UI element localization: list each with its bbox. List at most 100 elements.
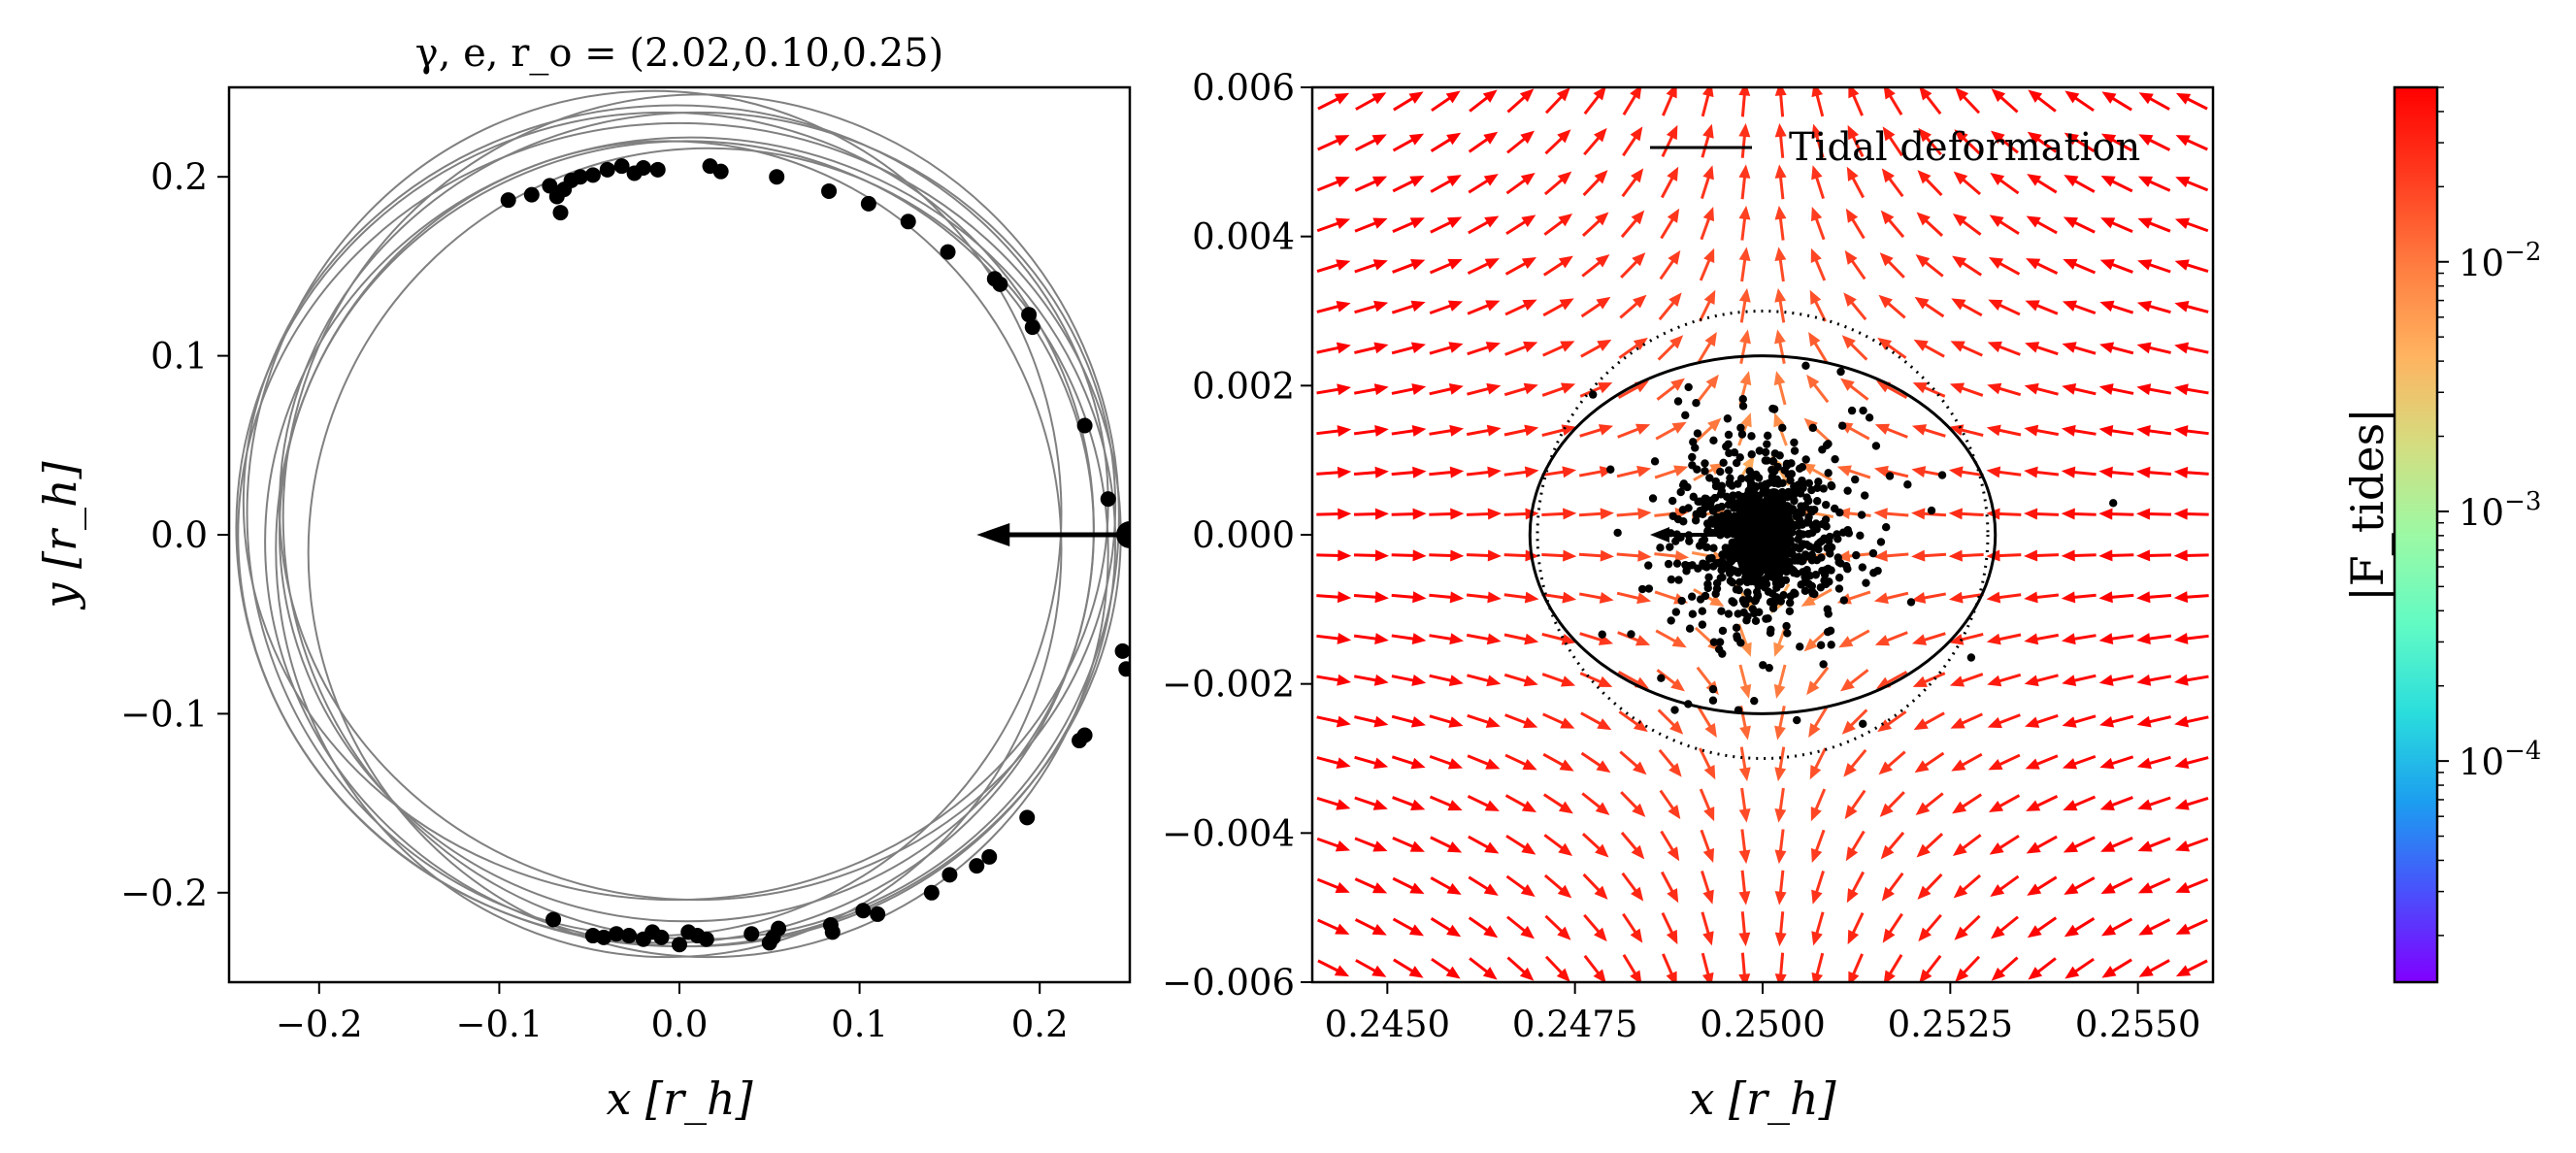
quiver-head [2028,89,2043,103]
quiver-head [1630,970,1642,982]
cluster-point [1770,449,1780,458]
cluster-point [1681,411,1690,420]
cluster-point [1768,589,1777,598]
quiver-head [2137,176,2154,187]
quiver-head [1873,549,1888,562]
quiver-head [1484,800,1500,811]
quiver-arrow [1948,508,1984,520]
quiver-head [1671,421,1687,434]
quiver-arrow [2174,715,2209,728]
particle-point [523,186,540,203]
cluster-point [1800,550,1810,559]
quiver-head [1335,840,1351,852]
quiver-arrow [1811,952,1825,982]
cluster-point [1807,485,1816,495]
quiver-head [1882,126,1896,142]
quiver-arrow [1656,378,1685,401]
quiver-head [1596,296,1611,310]
cluster-point [1786,476,1795,485]
cluster-point [1717,566,1726,575]
y-tick-label: 0.004 [1192,216,1295,258]
quiver-head [1808,332,1821,347]
particle-point [1021,307,1038,323]
quiver-head [1557,171,1572,185]
quiver-head [1484,258,1500,270]
quiver-arrow [2099,755,2134,770]
quiver-head [1337,425,1352,438]
quiver-head [1911,424,1928,436]
quiver-head [1412,508,1427,520]
quiver-arrow [1468,875,1499,896]
quiver-head [1336,342,1351,354]
quiver-head [1408,133,1425,146]
quiver-head [1880,844,1895,860]
quiver-arrow [1391,633,1427,645]
cluster-point [1871,442,1881,450]
quiver-arrow [1316,591,1352,604]
cluster-point [1672,559,1682,568]
quiver-head [2174,757,2190,770]
quiver-arrow [1738,746,1751,782]
quiver-head [2175,881,2191,893]
cluster-point [1784,487,1793,497]
quiver-head [1598,424,1614,436]
quiver-head [1482,967,1498,980]
quiver-arrow [1392,133,1425,152]
colorbar-tick-label: 10−3 [2459,487,2541,534]
particle-point [969,858,985,874]
quiver-head [1989,214,2004,227]
quiver-arrow [1953,171,1982,196]
quiver-head [1666,124,1678,141]
cluster-point [1769,599,1778,608]
quiver-head [1847,124,1860,141]
quiver-arrow [1619,294,1647,319]
cluster-point [1676,487,1685,497]
quiver-arrow [1316,796,1351,810]
quiver-head [1916,843,1931,858]
quiver-arrow [1429,591,1465,604]
quiver-head [1811,931,1823,946]
cluster-point [1827,641,1835,649]
quiver-arrow [1877,337,1907,359]
quiver-head [1989,842,2004,855]
cluster-point [1833,530,1841,539]
quiver-arrow [1811,123,1825,158]
quiver-arrow [1542,341,1575,357]
quiver-arrow [1429,424,1465,437]
quiver-head [1560,675,1576,687]
quiver-arrow [1316,715,1351,728]
quiver-head [1738,87,1751,96]
cluster-point [1708,684,1718,694]
quiver-head [1845,208,1859,223]
quiver-arrow [1918,913,1942,942]
quiver-head [2062,383,2077,395]
quiver-arrow [2064,957,2095,979]
quiver-head [2137,840,2153,852]
quiver-head [1485,300,1501,312]
quiver-arrow [1316,466,1352,478]
y-tick-label: 0.1 [150,336,208,378]
cluster-point [1696,507,1704,515]
quiver-head [1371,92,1387,105]
quiver-arrow [1919,87,1942,115]
cluster-point [1709,436,1718,445]
cluster-point [1755,446,1765,455]
quiver-head [1912,675,1928,687]
quiver-arrow [2136,466,2172,478]
cluster-point [1730,598,1738,607]
cluster-point [1796,642,1804,651]
quiver-arrow [1840,378,1869,401]
quiver-head [1774,973,1787,982]
quiver-head [2173,466,2189,478]
cluster-point [1703,579,1712,589]
cluster-point [1790,588,1799,597]
quiver-arrow [1430,216,1463,234]
quiver-head [1950,341,1965,352]
quiver-head [1593,969,1606,982]
quiver-arrow [1429,795,1463,811]
quiver-head [1774,247,1787,262]
quiver-arrow [1774,705,1786,741]
quiver-arrow [1811,165,1825,199]
quiver-head [1446,216,1463,229]
cluster-point [1656,544,1665,552]
